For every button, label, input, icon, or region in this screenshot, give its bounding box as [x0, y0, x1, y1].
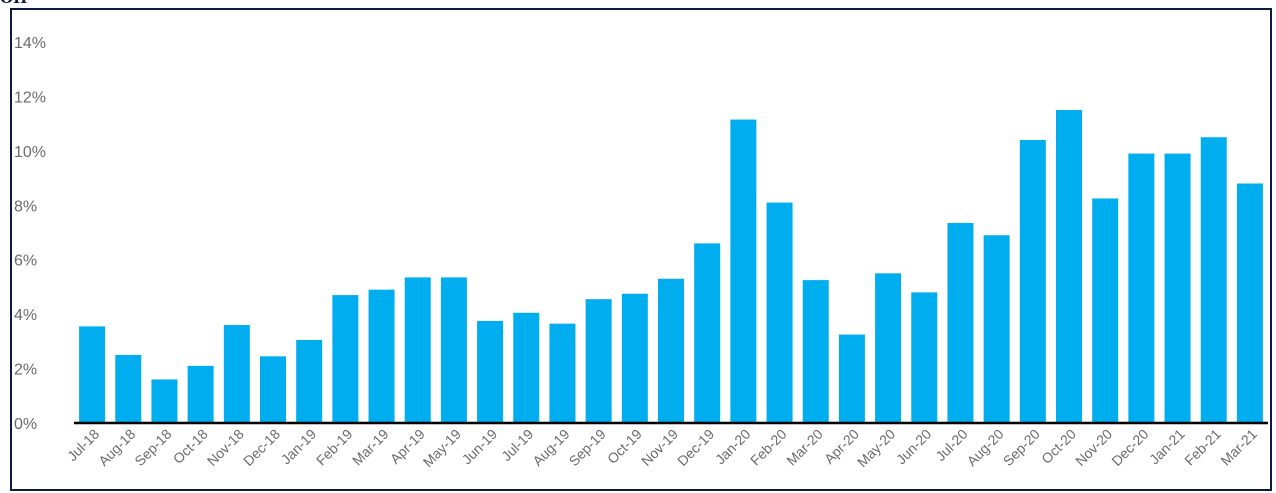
bar [477, 320, 504, 423]
x-tick-label: Aug-20 [964, 426, 1007, 469]
x-tick-label: Nov-18 [204, 426, 247, 469]
x-tick-label: Jan-20 [712, 426, 754, 468]
bar [513, 312, 540, 423]
x-tick-label: May-19 [420, 426, 464, 470]
x-tick-label: Jun-19 [459, 426, 501, 468]
y-tick-label: 6% [14, 253, 37, 270]
bar [1092, 198, 1119, 423]
bar [79, 326, 106, 423]
x-tick-label: May-20 [854, 426, 898, 470]
bar [1200, 137, 1227, 423]
bar [730, 119, 757, 423]
y-tick-label: 14% [14, 35, 46, 52]
x-tick-label: Mar-20 [783, 426, 826, 469]
x-tick-label: Jan-21 [1146, 426, 1188, 468]
bar [115, 354, 142, 423]
bar [187, 365, 214, 423]
bar [260, 356, 286, 423]
x-tick-label: Dec-18 [240, 426, 283, 469]
bar [404, 277, 431, 423]
x-tick-label: Dec-20 [1108, 426, 1151, 469]
x-tick-label: Nov-20 [1072, 426, 1115, 469]
bar [1128, 153, 1155, 423]
x-tick-label: Jun-20 [893, 426, 935, 468]
x-tick-label: Mar-21 [1217, 426, 1260, 469]
x-tick-label: Aug-18 [95, 426, 138, 469]
y-tick-label: 10% [14, 144, 46, 161]
x-tick-label: Feb-21 [1181, 426, 1224, 469]
bar [694, 243, 721, 423]
x-tick-label: Dec-19 [674, 426, 717, 469]
bar [368, 289, 395, 423]
bar [296, 340, 323, 423]
x-tick-label: Mar-19 [349, 426, 392, 469]
bar [875, 273, 902, 423]
bar [332, 295, 359, 423]
y-tick-label: 2% [14, 362, 37, 379]
bar [1019, 139, 1046, 423]
bar [1236, 183, 1263, 423]
chart-title-fragment: OH [0, 0, 27, 6]
x-tick-label: Jan-19 [278, 426, 320, 468]
x-tick-label: Sep-18 [131, 426, 174, 469]
bar [802, 280, 829, 424]
bar [585, 299, 612, 423]
bar [983, 235, 1010, 423]
bar [947, 222, 974, 423]
x-tick-label: Nov-19 [638, 426, 681, 469]
x-tick-label: Feb-19 [313, 426, 356, 469]
bar [911, 292, 938, 423]
bar [151, 379, 178, 423]
x-tick-label: Aug-19 [529, 426, 572, 469]
bar [1164, 153, 1191, 423]
chart-frame [10, 8, 1272, 491]
bar [549, 323, 576, 423]
bar [621, 293, 648, 423]
bar [838, 334, 865, 423]
x-tick-label: Oct-18 [170, 426, 211, 467]
bar [440, 277, 467, 423]
x-tick-label: Oct-19 [604, 426, 645, 467]
y-tick-label: 8% [14, 198, 37, 215]
x-tick-label: Oct-20 [1038, 426, 1079, 467]
y-tick-label: 12% [14, 89, 46, 106]
bar [766, 202, 793, 423]
x-tick-label: Sep-19 [566, 426, 609, 469]
y-tick-label: 4% [14, 307, 37, 324]
y-tick-label: 0% [14, 416, 37, 433]
bar [223, 325, 250, 423]
bar [658, 278, 684, 423]
bar [1056, 110, 1082, 423]
x-tick-label: Sep-20 [1000, 426, 1043, 469]
x-tick-label: Feb-20 [747, 426, 790, 469]
